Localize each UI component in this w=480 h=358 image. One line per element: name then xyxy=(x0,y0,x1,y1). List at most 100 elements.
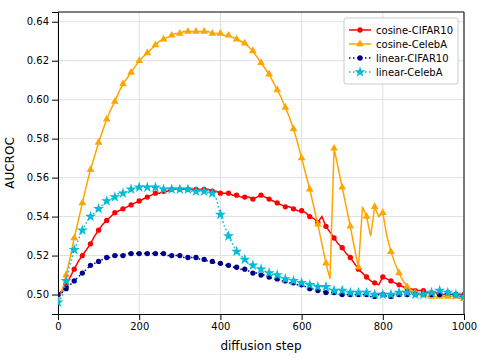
series-marker xyxy=(143,48,151,55)
series-marker xyxy=(111,97,119,104)
grid-line-y xyxy=(58,177,464,178)
y-axis-tick-mark xyxy=(52,100,58,101)
series-marker xyxy=(346,222,354,229)
series-marker xyxy=(363,212,371,219)
series-marker xyxy=(345,287,356,298)
series-marker xyxy=(58,292,61,297)
series-marker xyxy=(450,289,461,300)
series-marker xyxy=(153,191,158,196)
series-marker xyxy=(112,210,117,215)
series-marker xyxy=(158,183,169,194)
series-marker xyxy=(226,191,231,196)
legend-label: cosine-CelebA xyxy=(376,39,447,50)
series-marker xyxy=(361,287,372,298)
series-marker xyxy=(247,259,258,270)
series-marker xyxy=(137,198,142,203)
series-marker xyxy=(298,154,306,161)
x-axis-tick: 600 xyxy=(293,314,312,332)
series-marker xyxy=(93,203,104,214)
series-marker xyxy=(340,245,345,250)
series-marker xyxy=(166,183,177,194)
series-marker xyxy=(353,287,364,298)
series-marker xyxy=(128,251,133,256)
series-marker xyxy=(388,278,393,283)
series-line xyxy=(58,254,464,297)
series-marker xyxy=(258,272,263,277)
grid-line-x xyxy=(301,12,302,314)
series-marker xyxy=(210,259,215,264)
series-marker xyxy=(296,277,307,288)
x-axis-domain xyxy=(59,315,465,321)
series-marker xyxy=(348,255,353,260)
y-axis-tick: 0.54 xyxy=(27,211,58,222)
series-marker xyxy=(70,234,78,241)
series-marker xyxy=(280,273,291,284)
series-marker xyxy=(207,187,218,198)
y-axis-tick-mark xyxy=(52,139,58,140)
series-marker xyxy=(265,70,273,77)
series-marker xyxy=(426,287,437,298)
grid-line-y xyxy=(58,255,464,256)
grid-line-y xyxy=(58,138,464,139)
x-axis-tick-mark xyxy=(464,314,465,320)
series-marker xyxy=(337,285,348,296)
series-marker xyxy=(161,251,166,256)
series-marker xyxy=(95,138,103,145)
series-marker xyxy=(77,224,88,235)
series-marker xyxy=(320,281,331,292)
plot-area: 020040060080010000.500.520.540.560.580.6… xyxy=(27,12,477,332)
series-marker xyxy=(250,270,255,275)
series-marker xyxy=(96,259,101,264)
series-marker xyxy=(58,296,64,307)
series-marker xyxy=(312,281,323,292)
series-marker xyxy=(231,246,242,257)
series-marker xyxy=(249,46,257,53)
series-marker xyxy=(306,185,314,192)
series-marker xyxy=(80,253,85,258)
series-marker xyxy=(184,27,192,34)
series-marker xyxy=(200,27,208,34)
series-marker xyxy=(331,235,336,240)
series-marker xyxy=(242,194,247,199)
series-marker xyxy=(385,289,396,300)
grid xyxy=(58,12,464,314)
y-axis-tick-label: 0.54 xyxy=(27,211,49,222)
series-marker xyxy=(218,261,223,266)
series-marker xyxy=(264,267,275,278)
series-marker xyxy=(174,183,185,194)
series-marker xyxy=(379,208,387,215)
series-marker xyxy=(152,41,160,48)
grid-line-y xyxy=(58,294,464,295)
frame-right xyxy=(464,12,465,314)
grid-line-x xyxy=(220,12,221,314)
y-axis-tick: 0.64 xyxy=(27,16,58,27)
series-marker xyxy=(273,85,281,92)
legend-item: cosine-CelebA xyxy=(349,39,447,50)
x-axis-tick: 1000 xyxy=(452,314,477,332)
series-marker xyxy=(290,124,298,131)
series-marker xyxy=(275,200,280,205)
series-marker xyxy=(72,278,77,283)
x-axis-tick: 0 xyxy=(55,314,61,332)
series-marker xyxy=(418,289,429,300)
series-marker xyxy=(215,209,226,220)
x-axis-tick: 800 xyxy=(374,314,393,332)
series-marker xyxy=(137,251,142,256)
series-marker xyxy=(104,255,109,260)
series-marker xyxy=(442,287,453,298)
x-axis-title: diffusion step xyxy=(220,339,301,353)
series-marker xyxy=(250,196,255,201)
legend-item: linear-CIFAR10 xyxy=(349,53,449,64)
series-marker xyxy=(434,285,445,296)
series-marker xyxy=(272,269,283,280)
series-marker xyxy=(109,191,120,202)
y-axis-tick-label: 0.64 xyxy=(27,16,49,27)
series-marker xyxy=(410,289,421,300)
y-axis-tick-label: 0.62 xyxy=(27,55,49,66)
y-axis-tick: 0.50 xyxy=(27,289,58,300)
series-marker xyxy=(338,183,346,190)
series-marker xyxy=(80,270,85,275)
series-marker xyxy=(134,182,145,193)
series-marker xyxy=(87,165,95,172)
series-marker xyxy=(160,35,168,42)
